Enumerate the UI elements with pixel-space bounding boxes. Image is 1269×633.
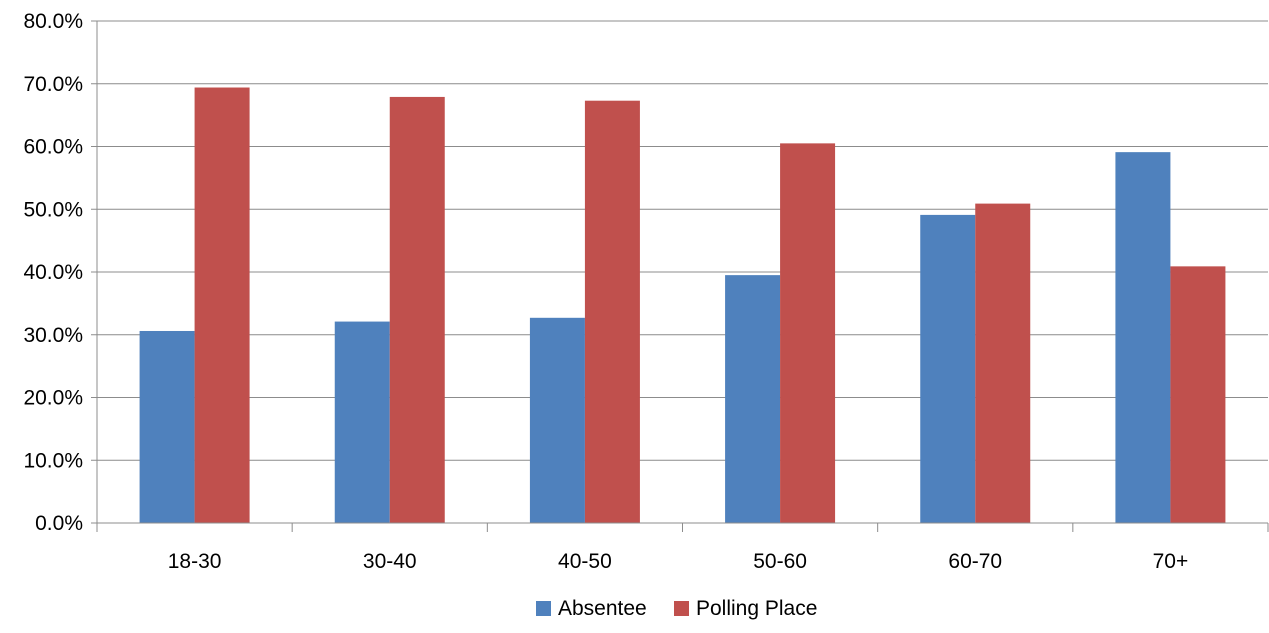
bar-absentee-30-40 xyxy=(334,321,390,523)
x-tick-label: 70+ xyxy=(1153,550,1189,573)
bar-polling-place-70+ xyxy=(1170,266,1226,523)
bar-absentee-40-50 xyxy=(529,317,585,523)
y-tick-label: 40.0% xyxy=(23,261,83,284)
bar-absentee-70+ xyxy=(1115,152,1171,523)
y-tick-label: 80.0% xyxy=(23,10,83,33)
bar-absentee-60-70 xyxy=(920,214,976,523)
y-tick-label: 10.0% xyxy=(23,449,83,472)
x-tick-label: 30-40 xyxy=(363,550,417,573)
x-tick-label: 60-70 xyxy=(948,550,1002,573)
y-tick-label: 60.0% xyxy=(23,136,83,159)
y-tick-label: 30.0% xyxy=(23,324,83,347)
x-tick-label: 50-60 xyxy=(753,550,807,573)
bar-polling-place-60-70 xyxy=(975,203,1031,524)
legend-label-polling-place: Polling Place xyxy=(696,597,817,620)
bar-polling-place-18-30 xyxy=(194,87,250,523)
y-tick-label: 20.0% xyxy=(23,387,83,410)
x-tick-label: 40-50 xyxy=(558,550,612,573)
bar-polling-place-40-50 xyxy=(584,100,640,523)
legend: Absentee Polling Place xyxy=(536,597,817,620)
y-tick-label: 70.0% xyxy=(23,73,83,96)
legend-swatch-polling-place xyxy=(674,601,689,616)
bar-absentee-18-30 xyxy=(139,330,195,523)
bar-polling-place-50-60 xyxy=(780,143,836,524)
legend-swatch-absentee xyxy=(536,601,551,616)
gridlines xyxy=(97,20,1268,461)
axes: 0.0% 10.0% 20.0% 30.0% 40.0% 50.0% 60.0% 70.0% 8… xyxy=(23,10,1269,573)
legend-label-absentee: Absentee xyxy=(558,597,647,620)
bars xyxy=(139,87,1226,524)
bar-polling-place-30-40 xyxy=(389,96,445,524)
y-tick-label: 50.0% xyxy=(23,198,83,221)
x-tick-label: 18-30 xyxy=(168,550,222,573)
bar-absentee-50-60 xyxy=(725,275,781,523)
y-tick-label: 0.0% xyxy=(35,512,83,535)
